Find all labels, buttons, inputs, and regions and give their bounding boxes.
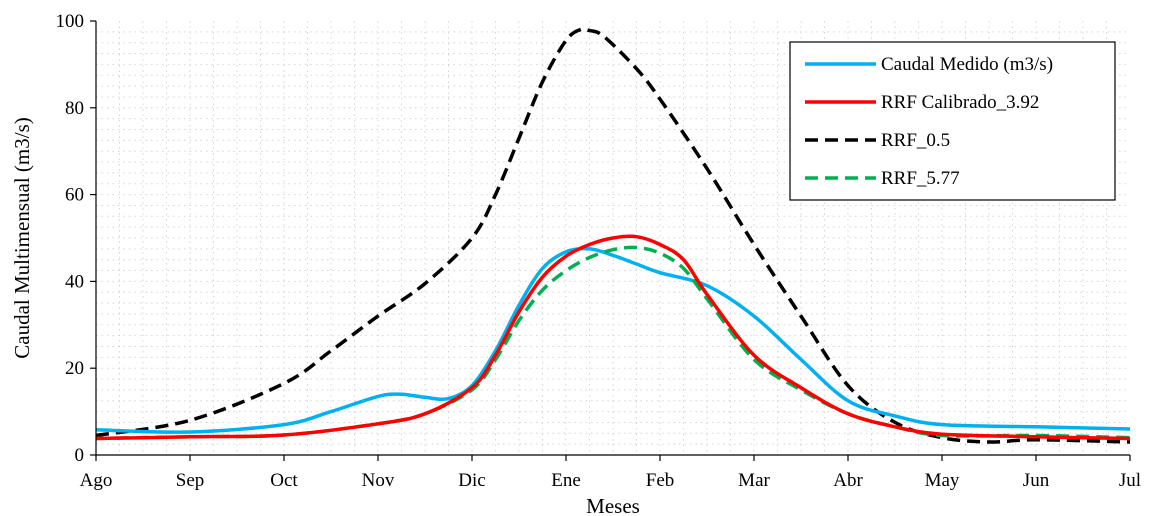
x-tick-label: Sep [176,470,205,491]
series-line-caudal-medido-m3-s [95,246,1131,434]
y-tick-label: 20 [65,358,84,379]
grid [96,21,1130,455]
y-tick-labels: 0 20 40 60 80 100 [56,11,85,466]
legend: Caudal Medido (m3/s) RRF Calibrado_3.92 RR… [789,41,1116,201]
legend-label: RRF Calibrado_3.92 [881,92,1039,113]
x-tick-label: Abr [833,470,863,491]
legend-label: Caudal Medido (m3/s) [881,54,1053,75]
y-tick-label: 60 [65,185,84,206]
legend-label: RRF_5.77 [881,168,960,189]
x-tick-label: Feb [646,470,675,491]
y-tick-label: 80 [65,98,84,119]
y-axis-title: Caudal Multimensual (m3/s) [10,117,34,358]
x-tick-label: Jun [1023,470,1050,491]
y-tick-label: 0 [75,445,85,466]
x-tick-label: Dic [458,470,485,491]
series-line-rrf-calibrado-3-92 [95,234,1131,441]
x-tick-label: Ago [80,470,113,491]
x-axis-title: Meses [586,494,640,516]
legend-label: RRF_0.5 [881,130,950,151]
y-tick-label: 100 [56,11,85,32]
x-tick-labels: Ago Sep Oct Nov Dic Ene Feb Mar Abr May Jun Jul [80,470,1141,491]
x-tick-label: Jul [1119,470,1141,491]
series-line-rrf-5-77 [95,245,1131,441]
x-tick-label: Oct [270,470,298,491]
series-line-rrf-0-5 [95,27,1131,444]
axes [90,20,1131,461]
x-tick-label: Mar [738,470,770,491]
x-tick-label: Ene [551,470,581,491]
series-layer [95,27,1131,444]
y-tick-label: 40 [65,271,84,292]
x-tick-label: Nov [362,470,395,491]
legend-box [789,41,1116,201]
x-tick-label: May [925,470,960,491]
